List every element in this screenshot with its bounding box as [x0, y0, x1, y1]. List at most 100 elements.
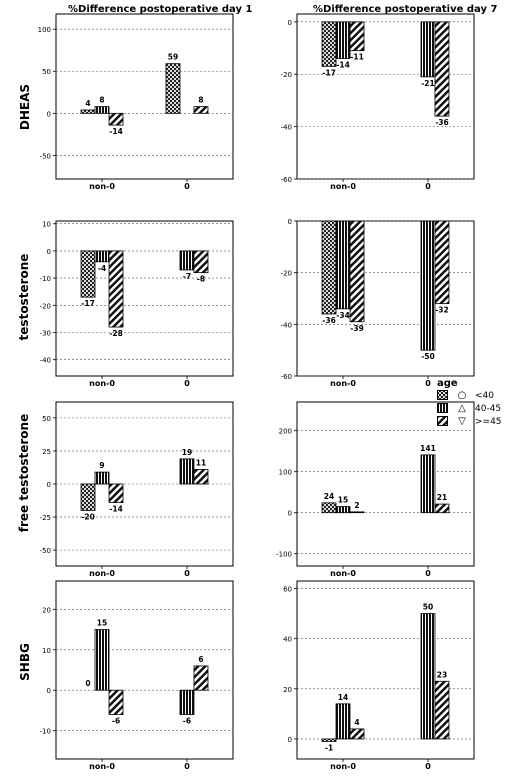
x-tick-label: non-0: [330, 182, 356, 191]
data-label: 15: [97, 619, 107, 628]
plot-frame: [55, 220, 234, 377]
bar: [80, 250, 96, 298]
data-label: -50: [421, 352, 435, 361]
legend-swatch-vertical: [437, 403, 448, 413]
x-tick-label: 0: [425, 379, 431, 388]
bar: [420, 454, 436, 514]
data-label: -6: [183, 717, 191, 726]
data-label: 8: [99, 96, 104, 105]
x-tick-label: 0: [184, 762, 190, 771]
data-label: 23: [437, 670, 447, 679]
legend-title: age: [437, 378, 458, 389]
data-label: 21: [437, 493, 447, 502]
y-tick-label: -25: [40, 514, 51, 522]
y-tick-label: 20: [42, 606, 51, 614]
data-label: -36: [322, 316, 336, 325]
bar: [108, 483, 124, 503]
legend: age ○ <40 △ 40-45 ▽ >=45: [437, 378, 502, 428]
y-tick-label: 25: [42, 448, 51, 456]
y-tick-label: -10: [40, 728, 51, 736]
data-label: -1: [325, 743, 333, 752]
bar: [179, 458, 195, 485]
column-title-day1: %Difference postoperative day 1: [68, 4, 253, 15]
bar: [108, 250, 124, 328]
y-tick-label: -50: [40, 152, 51, 160]
bar: [165, 63, 181, 114]
bar: [179, 689, 195, 715]
data-label: 24: [324, 492, 334, 501]
y-tick-label: 0: [47, 110, 51, 118]
bar: [434, 220, 450, 305]
bar: [335, 220, 351, 310]
legend-label: <40: [475, 390, 494, 401]
bar: [420, 220, 436, 351]
bar: [420, 613, 436, 740]
data-label: -28: [109, 329, 123, 338]
x-tick-label: non-0: [330, 762, 356, 771]
bar: [321, 738, 337, 742]
bar: [80, 483, 96, 511]
bar: [94, 629, 110, 691]
y-tick-label: 0: [288, 736, 292, 744]
x-tick-label: 0: [184, 569, 190, 578]
data-label: 19: [182, 448, 192, 457]
data-label: -7: [183, 272, 191, 281]
y-tick-label: 0: [47, 248, 51, 256]
y-tick-label: -40: [281, 321, 292, 329]
x-tick-label: non-0: [330, 379, 356, 388]
data-label: 0: [85, 679, 90, 688]
bar: [179, 250, 195, 271]
bar: [321, 21, 337, 67]
data-label: 2: [354, 501, 359, 510]
y-tick-label: -20: [40, 302, 51, 310]
bar: [193, 665, 209, 691]
y-tick-label: 100: [279, 469, 292, 477]
legend-swatch-diagonal: [437, 416, 448, 426]
data-label: 9: [99, 461, 104, 470]
data-label: -21: [421, 79, 435, 88]
data-label: 14: [338, 693, 348, 702]
y-tick-label: 0: [288, 510, 292, 518]
legend-label: 40-45: [475, 403, 502, 414]
y-tick-label: -40: [40, 357, 51, 365]
bar: [108, 689, 124, 715]
y-tick-label: 10: [42, 647, 51, 655]
circle-icon: ○: [457, 390, 467, 401]
x-tick-label: non-0: [89, 182, 115, 191]
bar: [349, 21, 365, 52]
bar: [193, 250, 209, 274]
chart-panel-7: 20 10 0 -10 non-0 0 15 -6 0 -6 6: [40, 580, 234, 771]
bar: [434, 680, 450, 740]
x-tick-label: non-0: [89, 762, 115, 771]
data-label: -6: [112, 717, 120, 726]
y-tick-label: -30: [40, 329, 51, 337]
data-label: -17: [322, 68, 336, 77]
y-tick-label: -40: [281, 124, 292, 132]
bar: [434, 503, 450, 514]
bar: [108, 112, 124, 126]
bar: [94, 250, 110, 263]
x-tick-label: 0: [184, 182, 190, 191]
triangle-up-icon: △: [458, 403, 466, 414]
data-label: 4: [354, 718, 359, 727]
data-label: 59: [168, 53, 178, 62]
bar: [434, 21, 450, 117]
y-tick-label: -20: [281, 71, 292, 79]
column-title-day7: %Difference postoperative day 7: [313, 4, 498, 15]
data-label: -14: [336, 61, 350, 70]
y-tick-label: -60: [281, 176, 292, 184]
x-tick-label: 0: [425, 762, 431, 771]
y-tick-label: 50: [42, 415, 51, 423]
bar: [349, 220, 365, 323]
y-tick-label: -60: [281, 373, 292, 381]
bar: [94, 106, 110, 114]
chart-panel-3: 10 0 -10 -20 -30 -40 non-0 -17 -4 -28 0 -7 -8: [40, 220, 234, 388]
bar: [321, 220, 337, 315]
bar: [335, 21, 351, 59]
y-tick-label: 200: [279, 428, 292, 436]
x-tick-label: non-0: [330, 569, 356, 578]
data-label: -34: [336, 311, 350, 320]
x-tick-label: 0: [184, 379, 190, 388]
